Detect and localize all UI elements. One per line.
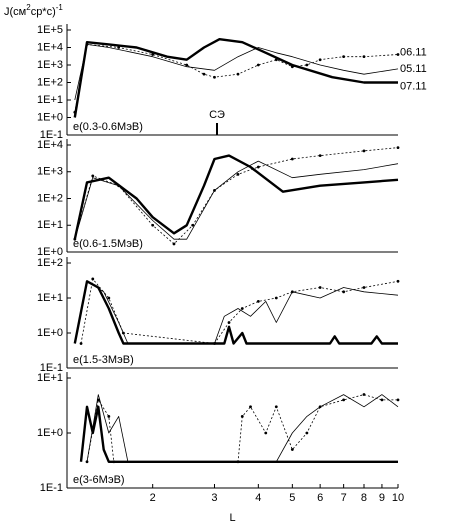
y-tick-label: 1E-1 [40, 129, 63, 141]
marker-label: СЭ [209, 109, 225, 121]
y-tick-label: 1E+2 [37, 192, 63, 204]
series-point [362, 149, 366, 153]
y-tick-label: 1E+0 [37, 327, 63, 339]
series-point [274, 405, 278, 409]
series-point [318, 286, 322, 289]
series-point [117, 46, 121, 49]
legend-label: 06.11 [400, 46, 427, 58]
series-point [396, 279, 400, 283]
y-tick-label: 1E+2 [37, 76, 63, 88]
series-point [91, 277, 95, 281]
series-point [396, 53, 400, 56]
series-point [342, 55, 346, 59]
panel-label: e(0.6-1.5МэВ) [73, 238, 143, 250]
y-tick-label: 1E+0 [37, 111, 63, 123]
y-tick-label: 1E+1 [37, 94, 63, 106]
series-point [318, 154, 322, 158]
series-point [249, 405, 252, 409]
x-tick-label: 2 [150, 492, 156, 504]
y-label-part: -1 [56, 3, 64, 12]
legend-label: 05.11 [400, 63, 427, 75]
series-point [227, 321, 231, 324]
series-point [380, 398, 384, 402]
x-tick-label: 10 [392, 492, 404, 504]
y-tick-label: 1E-1 [40, 362, 63, 374]
series-point [213, 75, 216, 79]
y-tick-label: 1E+4 [37, 139, 63, 151]
series-line [73, 280, 398, 345]
series-point [256, 165, 260, 169]
y-tick-label: 1E+0 [37, 246, 63, 258]
y-tick-label: 1E+0 [37, 427, 63, 439]
series-point [362, 393, 366, 396]
series-point [191, 223, 195, 227]
x-axis-label: L [229, 512, 235, 524]
series-line [86, 394, 398, 463]
series-point [362, 286, 366, 289]
series-point [256, 299, 260, 303]
series-line [74, 160, 399, 240]
series-line [74, 44, 399, 101]
series-line [74, 280, 399, 344]
x-tick-label: 7 [341, 492, 347, 504]
y-tick-label: 1E+1 [37, 292, 63, 304]
series-point [172, 242, 176, 246]
series-line [74, 44, 399, 113]
y-tick-label: 1E+1 [37, 372, 63, 384]
series-point [274, 296, 278, 300]
series-point [342, 398, 346, 402]
series-line [79, 405, 398, 463]
series-point [256, 63, 260, 67]
panel-label: e(3-6МэВ) [73, 474, 125, 486]
series-point [236, 172, 240, 176]
series-point [264, 431, 268, 435]
series-line [74, 147, 399, 245]
series-point [240, 415, 244, 418]
y-tick-label: 1E+4 [37, 41, 63, 53]
y-tick-label: 1E+5 [37, 24, 63, 36]
x-tick-label: 9 [379, 492, 385, 504]
x-tick-label: 5 [289, 492, 295, 504]
series-point [79, 342, 83, 345]
series-point [91, 174, 95, 178]
y-label-part: J(см [4, 6, 26, 18]
legend-label: 07.11 [400, 80, 427, 92]
y-tick-label: 1E+3 [37, 59, 63, 71]
series-point [362, 55, 366, 59]
series-point [396, 146, 400, 149]
series-point [290, 448, 294, 451]
y-tick-label: 1E+3 [37, 166, 63, 178]
x-tick-label: 6 [317, 492, 323, 504]
series-point [240, 307, 244, 310]
x-tick-label: 4 [255, 492, 261, 504]
series-line [73, 154, 399, 240]
series-line [80, 278, 399, 344]
x-tick-label: 3 [211, 492, 217, 504]
series-point [107, 415, 111, 418]
series-line [73, 38, 398, 118]
series-point [185, 63, 189, 67]
y-label-part: 2 [26, 3, 31, 12]
series-point [342, 290, 346, 294]
series-point [318, 58, 322, 62]
y-tick-label: 1E+1 [37, 219, 63, 231]
panel-label: e(0.3-0.6МэВ) [73, 121, 143, 133]
x-tick-label: 8 [361, 492, 367, 504]
y-tick-label: 1E-1 [40, 482, 63, 494]
series-point [305, 431, 309, 435]
panel-label: e(1.5-3МэВ) [73, 354, 134, 366]
y-axis-label: J(см2ср*с)-1 [4, 3, 63, 18]
y-label-part: ср*с) [31, 6, 56, 18]
series-point [290, 157, 294, 161]
series-point [396, 398, 400, 402]
series-point [236, 72, 240, 76]
y-tick-label: 1E+2 [37, 257, 63, 269]
series-point [107, 296, 111, 300]
series-line [86, 394, 399, 463]
series-point [202, 72, 206, 76]
series-point [305, 63, 309, 67]
series-point [151, 223, 155, 227]
